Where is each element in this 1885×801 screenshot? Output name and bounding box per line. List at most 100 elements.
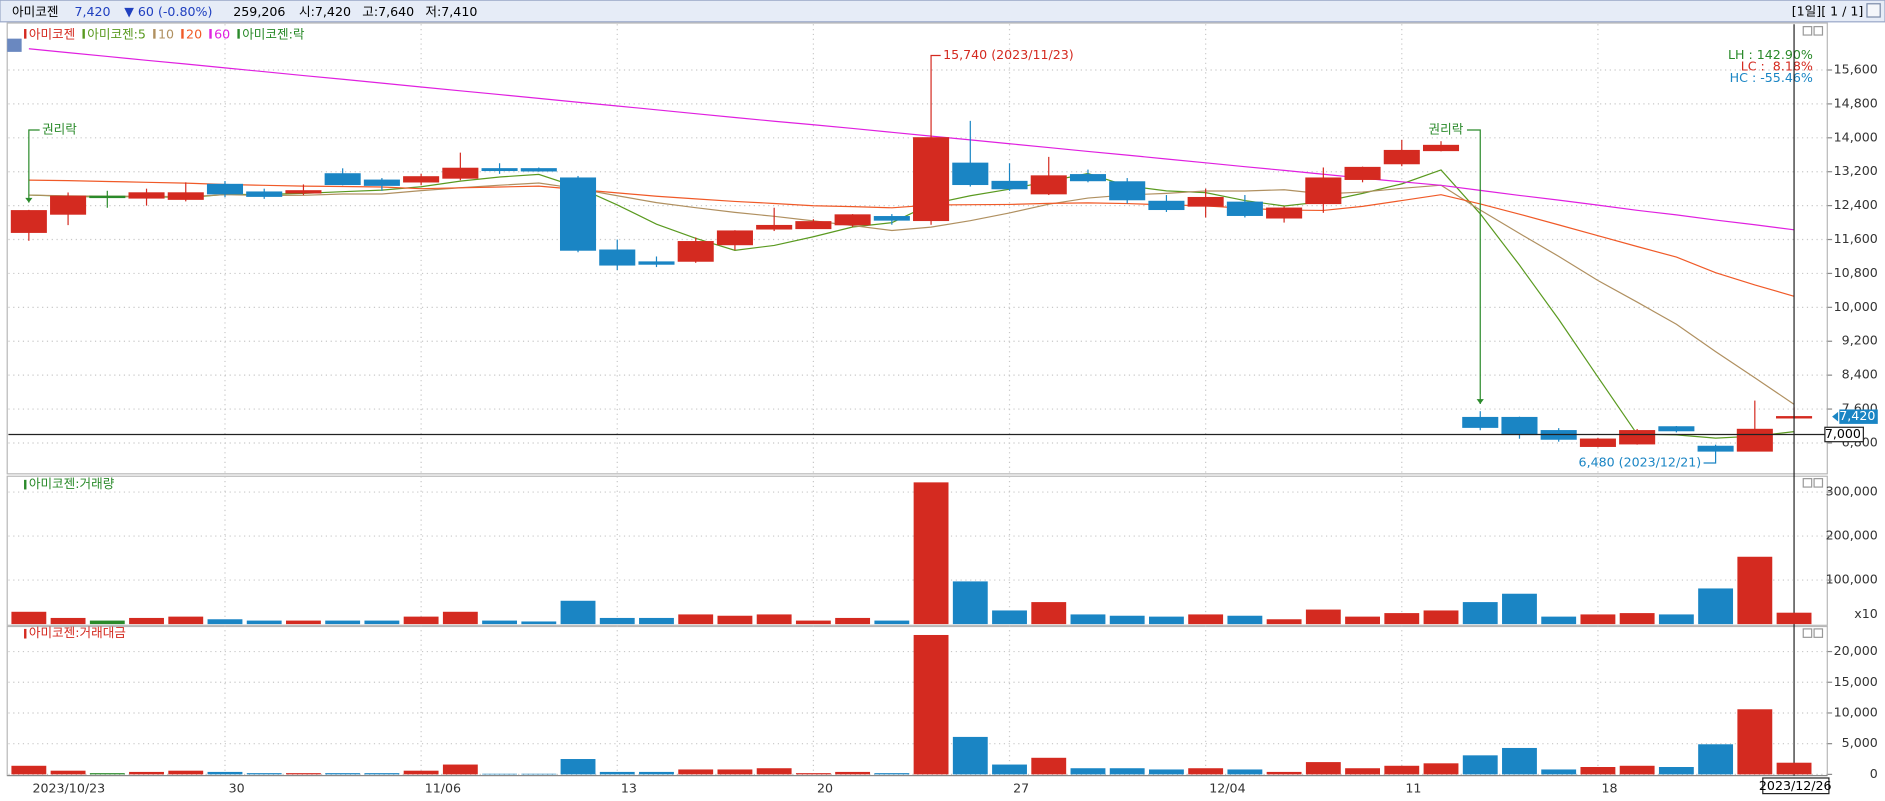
bar bbox=[129, 771, 164, 775]
crosshair-price-label: 7,000 bbox=[1825, 426, 1861, 441]
legend-label: 20 bbox=[186, 27, 202, 42]
bar bbox=[795, 620, 831, 625]
bar bbox=[639, 617, 674, 625]
bar bbox=[286, 620, 321, 625]
event-arrow bbox=[28, 129, 40, 203]
legend-marker bbox=[209, 29, 212, 39]
bar bbox=[1305, 762, 1341, 775]
legend-marker bbox=[24, 29, 27, 39]
bar bbox=[717, 769, 753, 775]
bar bbox=[1619, 613, 1655, 625]
bar bbox=[1541, 616, 1577, 625]
panel-button[interactable] bbox=[7, 38, 22, 52]
y-tick-label: 12,400 bbox=[1834, 197, 1878, 212]
candle-body bbox=[1619, 430, 1656, 445]
y-tick-label: 200,000 bbox=[1826, 528, 1878, 543]
candle-body bbox=[1462, 416, 1499, 428]
bar bbox=[835, 617, 871, 625]
panel-title: 아미코젠:거래대금 bbox=[29, 625, 126, 640]
bar bbox=[246, 773, 282, 775]
legend-label: 60 bbox=[214, 27, 230, 42]
bar bbox=[50, 617, 86, 625]
candle-body bbox=[991, 180, 1028, 190]
price: 7,420 bbox=[74, 4, 110, 19]
volume-panel bbox=[6, 475, 1828, 626]
legend-marker bbox=[181, 29, 184, 39]
bar bbox=[1541, 769, 1577, 775]
bar bbox=[168, 770, 204, 775]
y-tick-label: 10,800 bbox=[1834, 265, 1878, 280]
x-tick-label: 13 bbox=[621, 780, 637, 795]
panel-min-button[interactable] bbox=[1802, 26, 1813, 36]
candle-body bbox=[1030, 175, 1067, 195]
stat-label: LH : 142.90% bbox=[1728, 47, 1813, 62]
panel-close-button[interactable] bbox=[1813, 26, 1824, 36]
y-tick-label: 0 bbox=[1870, 766, 1878, 781]
candle-body bbox=[442, 167, 479, 179]
bar bbox=[874, 773, 910, 775]
bar bbox=[207, 771, 243, 775]
bar bbox=[1109, 615, 1145, 625]
y-tick-label: 8,400 bbox=[1842, 367, 1878, 382]
bar bbox=[795, 773, 831, 775]
bar bbox=[1462, 602, 1498, 625]
window-button[interactable] bbox=[1866, 3, 1881, 18]
bar bbox=[11, 765, 47, 775]
bar bbox=[678, 769, 714, 775]
bar bbox=[1227, 769, 1263, 775]
bar bbox=[364, 620, 400, 625]
candle-body bbox=[167, 192, 204, 200]
candle-body bbox=[1266, 207, 1303, 219]
stat-label: LC : 8.18% bbox=[1741, 58, 1813, 73]
bar bbox=[1502, 747, 1537, 775]
bar bbox=[952, 581, 988, 625]
high-price: 고:7,640 bbox=[362, 4, 414, 19]
candle-body bbox=[1579, 438, 1616, 447]
bar bbox=[1698, 744, 1734, 775]
last-price-box bbox=[1839, 409, 1878, 424]
bar bbox=[1737, 556, 1773, 625]
y-tick-label: 10,000 bbox=[1834, 299, 1878, 314]
legend-marker bbox=[24, 479, 27, 490]
bar bbox=[913, 482, 949, 625]
candle-body bbox=[795, 221, 832, 230]
bar bbox=[89, 773, 125, 775]
bar bbox=[1109, 768, 1145, 775]
event-arrowhead bbox=[1476, 399, 1484, 404]
period-selector[interactable]: [1일][ 1 / 1] bbox=[1792, 4, 1864, 19]
y-tick-label: 13,200 bbox=[1834, 163, 1878, 178]
bar bbox=[1462, 755, 1498, 775]
annotation: 15,740 (2023/11/23) bbox=[943, 47, 1074, 62]
bar bbox=[874, 620, 910, 625]
candle-body bbox=[1069, 174, 1107, 182]
x-tick-label: 20 bbox=[817, 780, 833, 795]
bar bbox=[521, 773, 557, 775]
panel-close-button[interactable] bbox=[1813, 628, 1824, 638]
moving-average bbox=[28, 169, 1795, 439]
bar bbox=[1658, 614, 1694, 625]
bar bbox=[246, 620, 282, 625]
legend-marker bbox=[82, 29, 85, 39]
bar bbox=[1070, 614, 1106, 625]
bar bbox=[129, 617, 164, 625]
open-price: 시:7,420 bbox=[299, 4, 351, 19]
bar bbox=[560, 759, 596, 775]
panel-min-button[interactable] bbox=[1802, 478, 1813, 488]
candle-body bbox=[1501, 416, 1538, 436]
bar bbox=[1658, 767, 1694, 775]
panel-min-button[interactable] bbox=[1802, 628, 1813, 638]
x-tick-label: 27 bbox=[1013, 780, 1029, 795]
candle-body bbox=[1697, 445, 1734, 452]
bar bbox=[756, 614, 792, 625]
candle-body bbox=[285, 190, 322, 194]
candle-body bbox=[1226, 201, 1263, 216]
x-tick-label: 2023/10/23 bbox=[32, 780, 105, 795]
bar bbox=[1031, 757, 1067, 775]
bar bbox=[1188, 768, 1224, 775]
panel-close-button[interactable] bbox=[1813, 478, 1824, 488]
legend-marker bbox=[24, 628, 27, 639]
bar bbox=[992, 764, 1027, 775]
bar bbox=[599, 617, 635, 625]
axis-unit: x10 bbox=[1854, 606, 1878, 621]
moving-average bbox=[28, 179, 1795, 297]
